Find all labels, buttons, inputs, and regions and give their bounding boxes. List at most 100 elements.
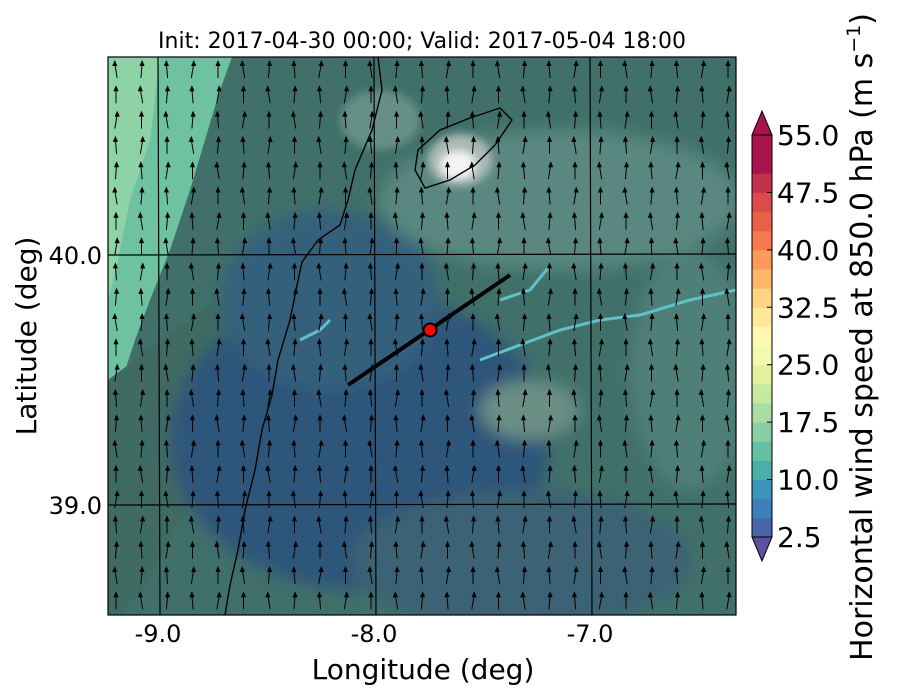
wind-arrow <box>239 186 246 205</box>
wind-arrow <box>394 186 400 205</box>
wind-arrow <box>469 161 475 180</box>
wind-arrow <box>420 85 426 104</box>
wind-arrow <box>138 161 144 180</box>
wind-arrow <box>698 262 705 281</box>
wind-arrow <box>496 414 502 433</box>
wind-arrow <box>469 540 475 559</box>
wind-arrow <box>700 60 707 79</box>
wind-arrow <box>190 110 196 129</box>
wind-arrow <box>139 515 146 534</box>
colorbar-segment <box>752 307 772 327</box>
wind-arrow <box>368 211 374 230</box>
wind-arrow <box>573 60 579 79</box>
wind-arrow <box>698 135 705 154</box>
wind-arrow <box>139 439 145 458</box>
wind-arrow <box>290 490 297 509</box>
wind-arrow <box>494 60 501 79</box>
wind-arrow <box>112 262 118 281</box>
wind-arrow <box>368 338 374 357</box>
colorbar-tick-label: 32.5 <box>777 291 839 324</box>
wind-arrow <box>139 262 146 281</box>
wind-arrow <box>573 313 579 332</box>
wind-arrow <box>341 287 348 306</box>
wind-arrow <box>547 414 554 433</box>
wind-arrow <box>165 540 171 559</box>
wind-arrow <box>598 515 604 534</box>
wind-arrow <box>267 439 273 458</box>
wind-arrow <box>112 313 118 332</box>
wind-arrow <box>267 60 273 79</box>
wind-arrow <box>139 135 146 154</box>
wind-arrow <box>138 110 145 129</box>
wind-arrow <box>318 313 324 332</box>
wind-arrow <box>367 135 373 154</box>
wind-arrow <box>496 110 503 129</box>
colorbar-frame <box>751 134 773 538</box>
wind-arrow <box>622 135 628 154</box>
wind-arrow <box>240 591 247 610</box>
wind-arrow <box>267 262 273 281</box>
wind-arrow <box>394 515 401 534</box>
wind-arrow <box>112 186 118 205</box>
wind-arrow <box>368 464 374 483</box>
colorbar-segment <box>752 441 772 461</box>
wind-speed-shading <box>108 57 736 615</box>
wind-arrow <box>216 85 222 104</box>
wind-arrow <box>522 388 528 407</box>
x-tick-label: -9.0 <box>135 620 182 648</box>
wind-arrow <box>724 414 730 433</box>
wind-arrow <box>291 515 298 534</box>
wind-arrow <box>598 211 605 230</box>
wind-arrow <box>545 237 552 256</box>
wind-arrow <box>291 262 298 281</box>
wind-arrow <box>596 287 603 306</box>
wind-arrow <box>420 287 426 306</box>
colorbar-tick-label: 10.0 <box>777 464 839 497</box>
wind-arrow <box>214 414 220 433</box>
wind-arrow <box>647 464 654 483</box>
wind-arrow <box>317 540 323 559</box>
wind-arrow <box>394 313 400 332</box>
wind-arrow <box>419 515 425 534</box>
wind-arrow <box>725 313 731 331</box>
wind-arrow <box>596 161 603 180</box>
wind-arrow <box>342 110 348 129</box>
wind-arrow <box>189 211 195 230</box>
wind-arrow <box>420 591 426 610</box>
wind-arrow <box>292 85 298 104</box>
wind-arrow <box>471 464 477 483</box>
wind-arrow <box>597 313 604 331</box>
wind-arrow <box>649 439 655 458</box>
wind-arrow <box>471 515 477 534</box>
wind-arrow <box>649 135 656 154</box>
wind-arrow <box>163 313 169 332</box>
colorbar-tick-label: 2.5 <box>777 521 822 554</box>
wind-arrow <box>165 211 171 230</box>
wind-arrow <box>265 338 271 357</box>
wind-arrow <box>445 490 451 509</box>
wind-arrow <box>598 591 605 610</box>
wind-arrow <box>393 287 399 306</box>
wind-arrow <box>496 490 503 509</box>
wind-arrow <box>624 237 630 256</box>
wind-arrow <box>724 490 730 509</box>
colorbar <box>751 109 773 563</box>
wind-arrow <box>571 591 577 610</box>
wind-arrow <box>724 363 730 382</box>
wind-arrow <box>623 464 629 483</box>
colorbar-segment <box>752 517 772 538</box>
wind-arrow <box>520 464 526 483</box>
low-wind-area-center <box>220 210 440 390</box>
wind-arrow <box>521 237 527 256</box>
meridian-gridline <box>589 57 593 615</box>
wind-arrow <box>215 313 221 331</box>
wind-arrow <box>112 135 118 154</box>
wind-arrow <box>137 85 144 104</box>
colorbar-segment <box>752 269 772 289</box>
wind-arrow <box>394 262 401 281</box>
wind-arrow <box>265 540 271 559</box>
wind-arrow <box>573 110 579 129</box>
colorbar-tick-label: 47.5 <box>777 176 839 209</box>
wind-arrow <box>418 110 424 129</box>
wind-arrow <box>190 566 197 585</box>
